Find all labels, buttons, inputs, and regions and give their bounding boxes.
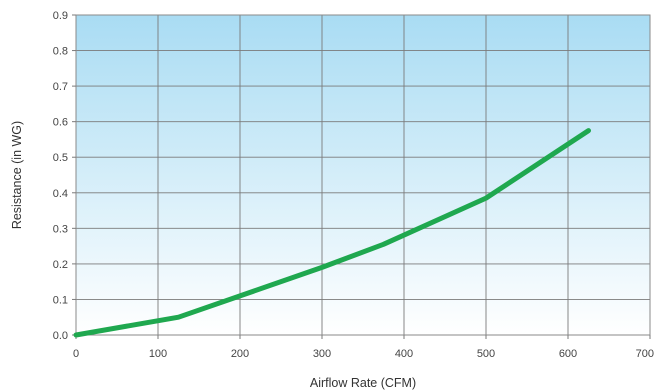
series-group bbox=[73, 128, 591, 338]
y-tick-label: 0.8 bbox=[53, 46, 68, 58]
y-tick-label: 0.5 bbox=[53, 152, 68, 164]
x-tick-label: 0 bbox=[73, 348, 79, 360]
x-tick-label: 600 bbox=[559, 348, 577, 360]
y-tick-label: 0.3 bbox=[53, 223, 68, 235]
plot-border bbox=[75, 14, 651, 336]
x-axis-ticks: 0 100 200 300 400 500 600 700 bbox=[73, 335, 654, 360]
y-tick-label: 0.7 bbox=[53, 81, 68, 93]
x-tick-label: 300 bbox=[313, 348, 331, 360]
x-tick-label: 100 bbox=[149, 348, 167, 360]
x-axis-label: Airflow Rate (CFM) bbox=[310, 376, 416, 390]
y-axis-ticks: 0.0 0.1 0.2 0.3 0.4 0.5 0.6 0.7 0.8 0.9 bbox=[53, 10, 76, 342]
y-tick-label: 0.1 bbox=[53, 294, 68, 306]
y-axis-label: Resistance (in WG) bbox=[10, 121, 24, 229]
plot-area bbox=[76, 15, 650, 335]
y-tick-label: 0.9 bbox=[53, 10, 68, 22]
y-tick-label: 0.6 bbox=[53, 117, 68, 129]
x-tick-label: 500 bbox=[477, 348, 495, 360]
x-tick-label: 700 bbox=[636, 348, 654, 360]
x-tick-label: 400 bbox=[395, 348, 413, 360]
y-tick-label: 0.2 bbox=[53, 259, 68, 271]
y-tick-label: 0.4 bbox=[53, 188, 68, 200]
y-tick-label: 0.0 bbox=[53, 330, 68, 342]
x-tick-label: 200 bbox=[231, 348, 249, 360]
